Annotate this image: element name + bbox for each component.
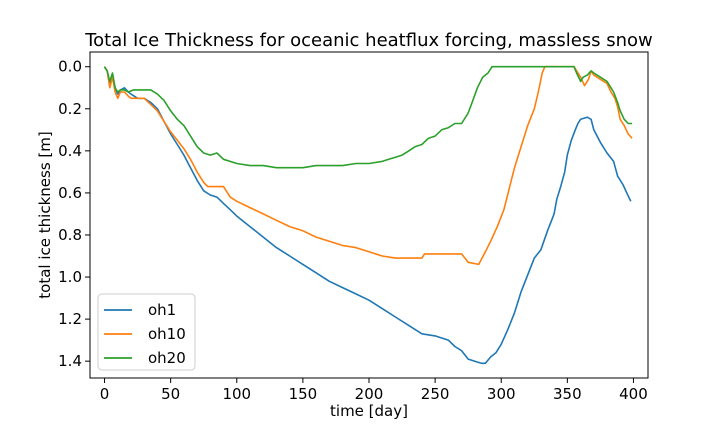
x-tick-label: 300: [487, 385, 516, 403]
y-axis-title: total ice thickness [m]: [36, 131, 54, 298]
chart-title: Total Ice Thickness for oceanic heatflux…: [84, 30, 653, 51]
legend-label-oh1: oh1: [148, 301, 176, 319]
x-tick-label: 250: [421, 385, 450, 403]
legend-label-oh10: oh10: [148, 325, 186, 343]
x-tick-label: 0: [100, 385, 110, 403]
y-tick-label: 0.6: [58, 184, 82, 202]
y-tick-label: 0.2: [58, 100, 82, 118]
x-tick-label: 350: [553, 385, 582, 403]
legend: oh1 oh10 oh20: [98, 294, 195, 370]
legend-label-oh20: oh20: [148, 349, 186, 367]
y-tick-label: 0.8: [58, 226, 82, 244]
y-tick-label: 1.2: [58, 310, 82, 328]
x-axis-title: time [day]: [330, 402, 408, 420]
x-tick-label: 200: [355, 385, 384, 403]
y-tick-label: 0.0: [58, 58, 82, 76]
x-tick-label: 150: [289, 385, 318, 403]
y-tick-label: 1.4: [58, 352, 82, 370]
x-tick-label: 100: [222, 385, 251, 403]
x-tick-label: 400: [619, 385, 648, 403]
y-tick-label: 0.4: [58, 142, 82, 160]
x-tick-label: 50: [161, 385, 180, 403]
y-tick-label: 1.0: [58, 268, 82, 286]
